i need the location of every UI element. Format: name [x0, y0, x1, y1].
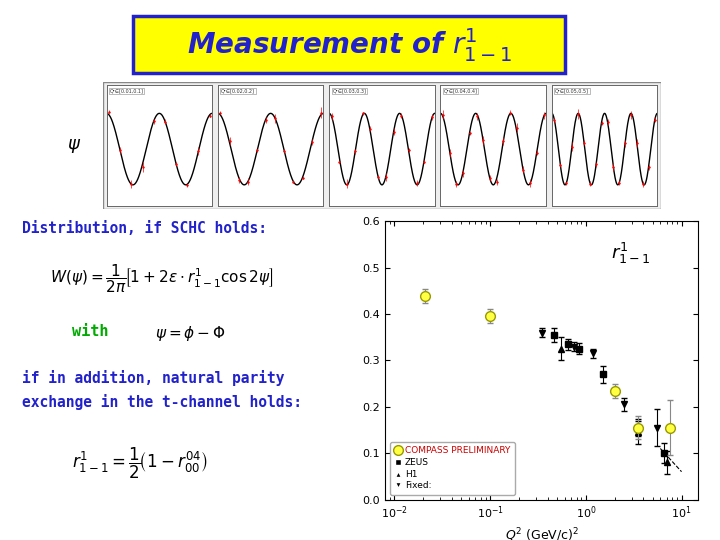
Text: $r^1_{1-1} = \dfrac{1}{2}\!\left(1 - r^{04}_{00}\right)$: $r^1_{1-1} = \dfrac{1}{2}\!\left(1 - r^{…	[72, 446, 207, 481]
Text: $\psi$: $\psi$	[67, 137, 81, 154]
Text: $r^1_{1-1}$: $r^1_{1-1}$	[611, 241, 650, 266]
Text: Q²∈[0.02,0.2]: Q²∈[0.02,0.2]	[221, 89, 255, 93]
Text: $W(\psi) = \dfrac{1}{2\pi}\!\left[1 + 2\varepsilon \cdot r^1_{1-1} \cos 2\psi\ri: $W(\psi) = \dfrac{1}{2\pi}\!\left[1 + 2\…	[50, 262, 274, 295]
Text: Measurement of $r^1_{1-1}$: Measurement of $r^1_{1-1}$	[186, 25, 512, 64]
X-axis label: $Q^2$ (GeV/c)$^2$: $Q^2$ (GeV/c)$^2$	[505, 526, 579, 540]
Text: $\psi = \phi - \Phi$: $\psi = \phi - \Phi$	[155, 324, 225, 343]
Text: Q²∈[0.04,0.4]: Q²∈[0.04,0.4]	[444, 89, 477, 93]
Text: Q²∈[0.01,0.1]: Q²∈[0.01,0.1]	[109, 89, 143, 93]
Text: if in addition, natural parity
exchange in the t-channel holds:: if in addition, natural parity exchange …	[22, 370, 302, 410]
Text: Q²∈[0.05,0.5]: Q²∈[0.05,0.5]	[555, 89, 589, 93]
Legend: COMPASS PRELIMINARY, ZEUS, H1, Fixed:: COMPASS PRELIMINARY, ZEUS, H1, Fixed:	[390, 442, 515, 495]
Text: Q²∈[0.03,0.3]: Q²∈[0.03,0.3]	[333, 89, 366, 93]
Text: Distribution, if SCHC holds:: Distribution, if SCHC holds:	[22, 221, 266, 237]
Text: with: with	[72, 324, 109, 339]
